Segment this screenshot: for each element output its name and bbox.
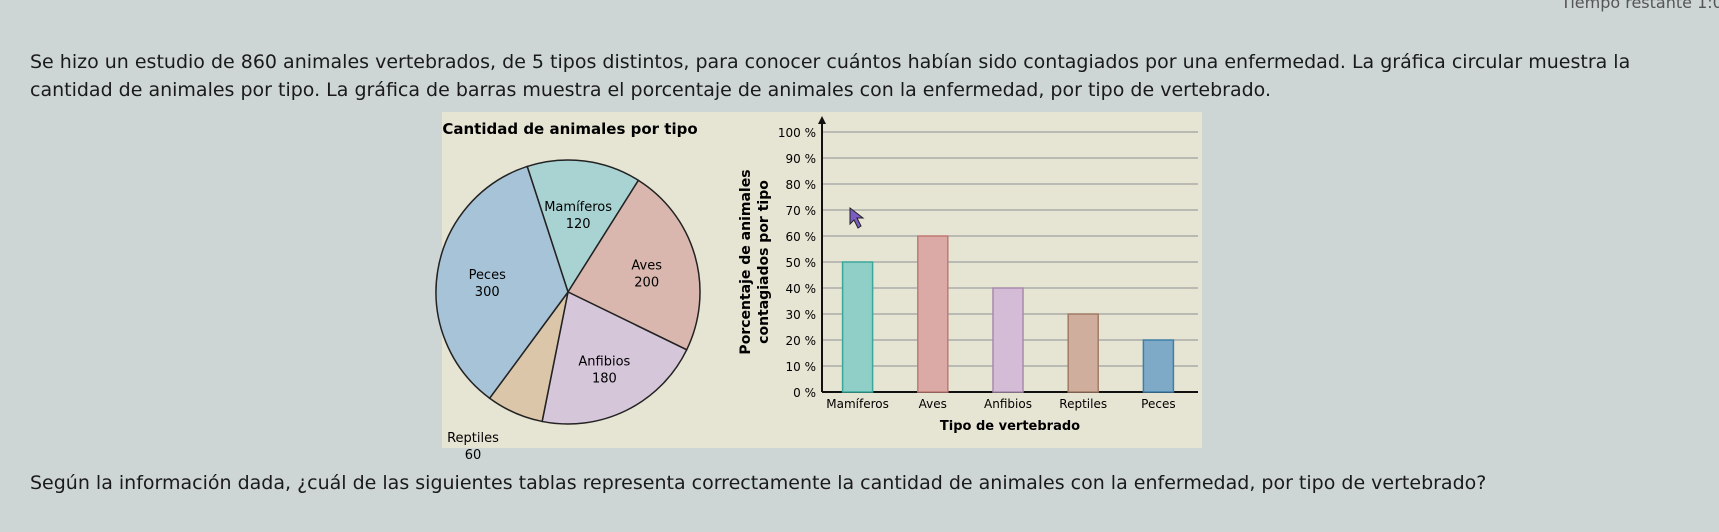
- y-tick-label: 50 %: [786, 256, 817, 270]
- pie-label: Peces: [469, 268, 507, 283]
- x-tick-label: Anfibios: [984, 397, 1032, 411]
- y-tick-label: 60 %: [786, 230, 817, 244]
- x-tick-label: Reptiles: [1059, 397, 1107, 411]
- bar-3: [1067, 313, 1099, 393]
- x-tick-label: Mamíferos: [826, 397, 889, 411]
- bar-4: [1142, 339, 1175, 393]
- y-axis-title-line1: Porcentaje de animales: [738, 169, 754, 354]
- y-tick-label: 80 %: [786, 178, 817, 192]
- pie-value: 300: [475, 285, 500, 300]
- bar-1: [917, 235, 949, 393]
- pie-slice-4: [435, 165, 569, 400]
- problem-statement: Se hizo un estudio de 860 animales verte…: [30, 51, 1631, 101]
- pie-value: 180: [592, 371, 617, 386]
- y-tick-label: 30 %: [786, 308, 817, 322]
- y-tick-label: 90 %: [786, 152, 817, 166]
- y-axis-arrow-icon: [818, 116, 826, 124]
- x-axis-title: Tipo de vertebrado: [940, 419, 1080, 434]
- pie-value: 120: [566, 217, 591, 232]
- pie-label: Mamíferos: [544, 200, 612, 215]
- pie-slice-2: [541, 290, 688, 425]
- x-tick-label: Aves: [919, 397, 947, 411]
- y-tick-label: 10 %: [786, 360, 817, 374]
- pie-label: Aves: [631, 259, 662, 274]
- y-tick-label: 20 %: [786, 334, 817, 348]
- pie-slice-0: [526, 159, 640, 294]
- bar-2: [992, 287, 1024, 393]
- mouse-cursor-icon: [849, 206, 865, 229]
- y-tick-label: 40 %: [786, 282, 817, 296]
- bar-0: [841, 261, 874, 393]
- pie-label: Reptiles: [447, 431, 499, 446]
- x-tick-label: Peces: [1141, 397, 1175, 411]
- pie-value: 200: [634, 276, 659, 291]
- y-axis-title-line2: contagiados por tipo: [756, 180, 772, 344]
- y-tick-label: 0 %: [793, 386, 816, 400]
- y-tick-label: 70 %: [786, 204, 817, 218]
- pie-value: 60: [465, 448, 482, 463]
- pie-title: Cantidad de animales por tipo: [442, 120, 697, 138]
- pie-label: Anfibios: [578, 354, 630, 369]
- question-text: Según la información dada, ¿cuál de las …: [30, 472, 1487, 494]
- time-remaining: Tiempo restante 1:07: [1555, 0, 1719, 12]
- y-tick-label: 100 %: [778, 126, 816, 140]
